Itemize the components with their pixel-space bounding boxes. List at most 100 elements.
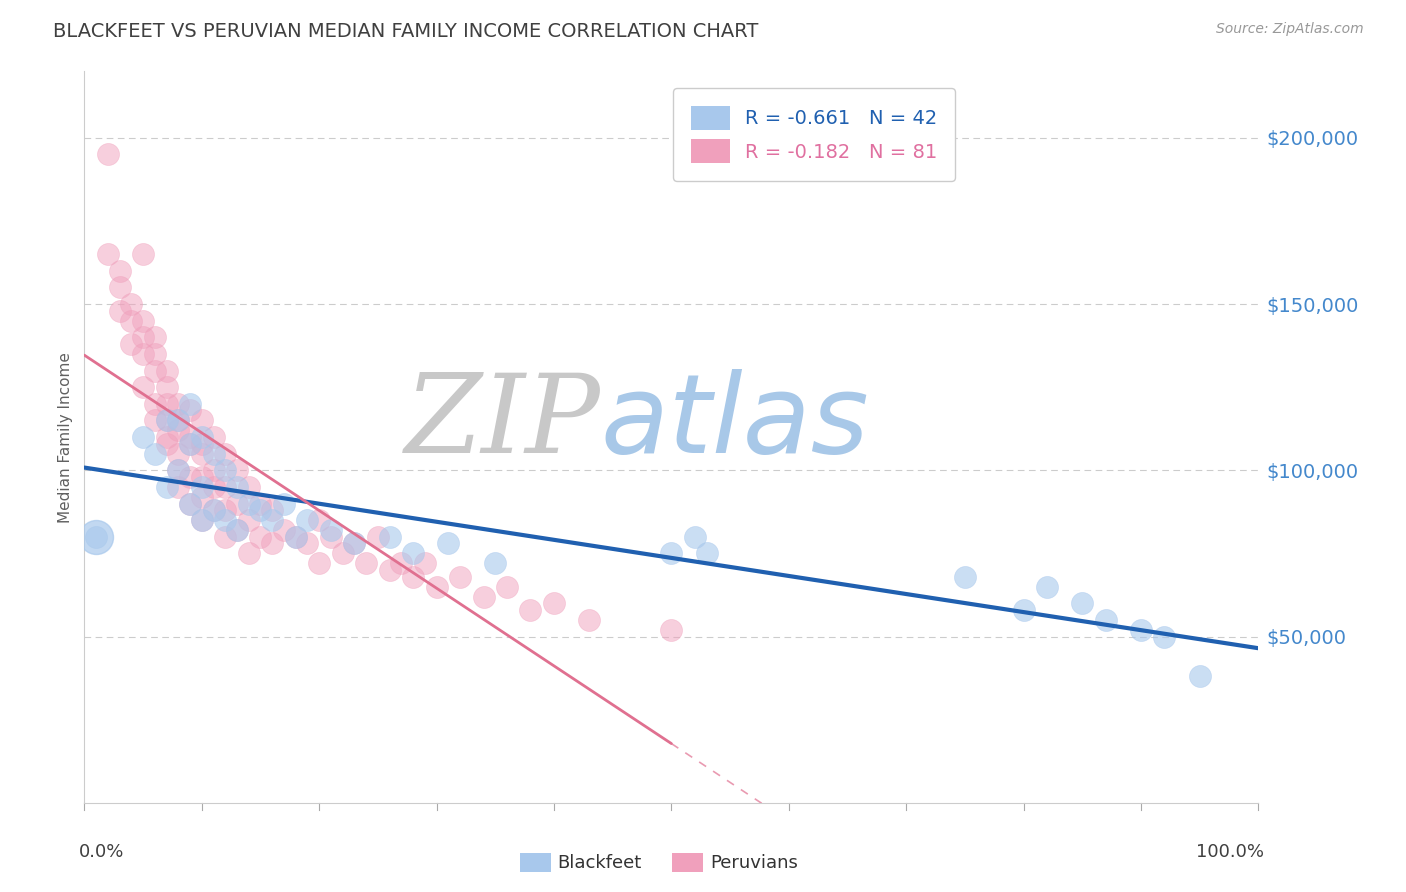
Point [214, 447, 236, 461]
Text: Source: ZipAtlas.com: Source: ZipAtlas.com [1216, 22, 1364, 37]
Point [1036, 580, 1059, 594]
Point [238, 480, 260, 494]
Point [155, 413, 177, 427]
Point [367, 530, 389, 544]
Point [319, 523, 342, 537]
Point [202, 430, 225, 444]
Point [308, 513, 330, 527]
Point [132, 314, 155, 328]
Point [132, 330, 155, 344]
Point [120, 337, 142, 351]
Point [120, 314, 142, 328]
Point [132, 347, 155, 361]
Point [273, 523, 295, 537]
Point [155, 436, 177, 450]
Point [661, 546, 683, 560]
Point [155, 380, 177, 394]
Point [226, 480, 249, 494]
Point [319, 530, 342, 544]
FancyBboxPatch shape [520, 853, 551, 872]
Point [155, 397, 177, 411]
Text: 100.0%: 100.0% [1197, 843, 1264, 861]
Text: BLACKFEET VS PERUVIAN MEDIAN FAMILY INCOME CORRELATION CHART: BLACKFEET VS PERUVIAN MEDIAN FAMILY INCO… [53, 22, 759, 41]
Point [155, 480, 177, 494]
Point [402, 546, 425, 560]
Y-axis label: Median Family Income: Median Family Income [58, 351, 73, 523]
Point [484, 557, 506, 571]
Point [214, 530, 236, 544]
Point [343, 536, 366, 550]
Point [472, 590, 495, 604]
Point [179, 397, 201, 411]
Point [202, 503, 225, 517]
Point [402, 570, 425, 584]
Point [167, 480, 190, 494]
Point [343, 536, 366, 550]
Point [132, 247, 155, 261]
Point [155, 413, 177, 427]
Text: 0.0%: 0.0% [79, 843, 124, 861]
Text: Peruvians: Peruvians [710, 854, 799, 871]
Point [202, 480, 225, 494]
Point [191, 490, 214, 504]
Point [1130, 623, 1153, 637]
Point [297, 536, 319, 550]
Point [249, 530, 271, 544]
Point [167, 397, 190, 411]
Point [84, 530, 107, 544]
Point [249, 503, 271, 517]
Point [97, 247, 120, 261]
Point [143, 363, 166, 377]
Point [214, 480, 236, 494]
Point [108, 303, 131, 318]
Point [683, 530, 706, 544]
Point [284, 530, 307, 544]
Point [262, 536, 284, 550]
Point [167, 413, 190, 427]
FancyBboxPatch shape [672, 853, 703, 872]
Point [167, 413, 190, 427]
Text: Blackfeet: Blackfeet [557, 854, 641, 871]
Point [249, 497, 271, 511]
Point [143, 447, 166, 461]
Point [284, 530, 307, 544]
Point [661, 623, 683, 637]
Point [226, 523, 249, 537]
Point [167, 463, 190, 477]
Point [426, 580, 449, 594]
Point [84, 530, 107, 544]
Point [1153, 630, 1175, 644]
Point [378, 530, 401, 544]
Point [238, 497, 260, 511]
Point [389, 557, 412, 571]
Point [191, 470, 214, 484]
Text: atlas: atlas [600, 369, 869, 476]
Point [226, 463, 249, 477]
Point [191, 413, 214, 427]
Point [449, 570, 471, 584]
Point [578, 613, 600, 627]
Point [1188, 669, 1211, 683]
Point [202, 503, 225, 517]
Point [378, 563, 401, 577]
Point [179, 497, 201, 511]
Point [179, 470, 201, 484]
Point [413, 557, 436, 571]
Point [226, 523, 249, 537]
Point [143, 347, 166, 361]
Point [167, 424, 190, 438]
Point [143, 413, 166, 427]
Point [214, 463, 236, 477]
Point [132, 380, 155, 394]
Point [332, 546, 354, 560]
Point [214, 503, 236, 517]
Point [167, 463, 190, 477]
Point [308, 557, 330, 571]
Point [496, 580, 519, 594]
Point [108, 264, 131, 278]
Point [179, 403, 201, 417]
Point [238, 513, 260, 527]
Point [262, 513, 284, 527]
Point [1012, 603, 1035, 617]
Point [179, 430, 201, 444]
